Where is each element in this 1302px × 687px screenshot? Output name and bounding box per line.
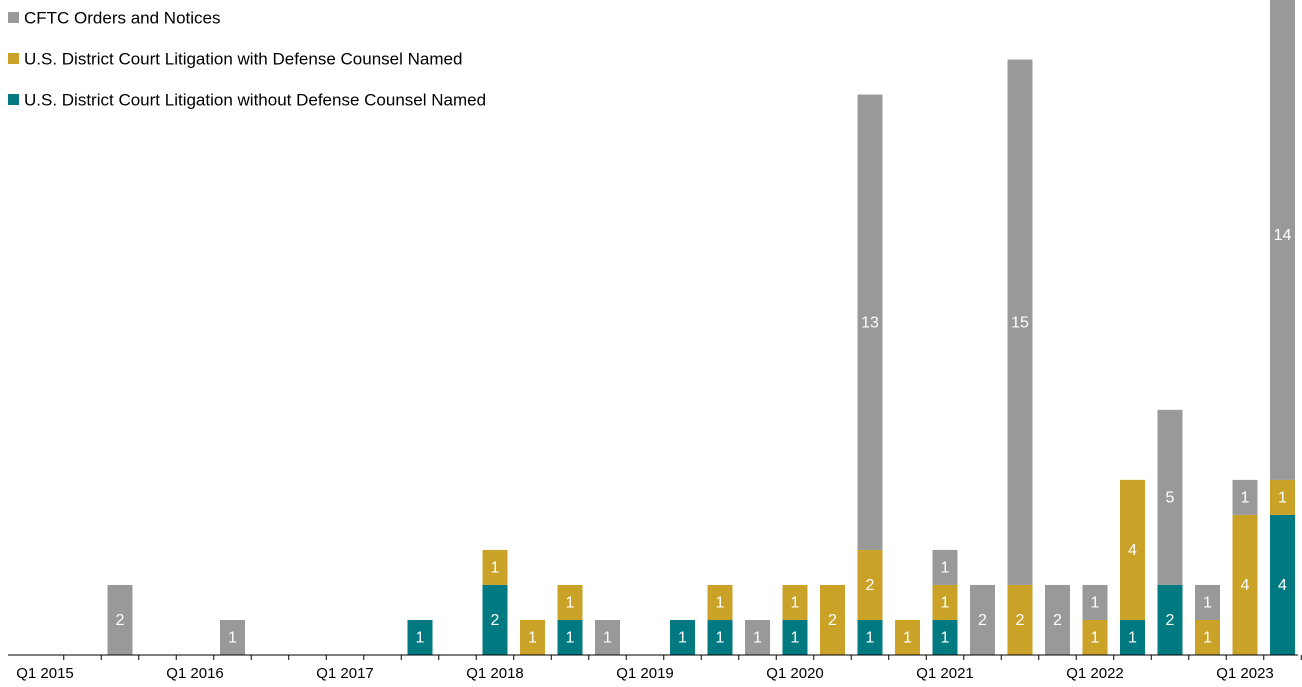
data-label: 1: [791, 630, 800, 647]
data-label: 1: [716, 630, 725, 647]
data-label: 1: [941, 595, 950, 612]
x-tick-label: Q1 2020: [766, 665, 824, 682]
data-label: 1: [1203, 630, 1212, 647]
bar-segment: [482, 549, 508, 585]
bar-segment: [932, 619, 958, 655]
data-label: 2: [1016, 612, 1025, 629]
bar-segment: [1082, 584, 1108, 620]
bar-segment: [557, 619, 583, 655]
bar-segment: [520, 619, 545, 655]
data-label: 2: [866, 577, 875, 594]
legend-swatch: [8, 53, 19, 64]
bar-segment: [1195, 584, 1220, 620]
data-label: 1: [1091, 595, 1100, 612]
x-tick-label: Q1 2016: [166, 665, 224, 682]
data-label: 1: [866, 630, 875, 647]
bar-segment: [707, 619, 733, 655]
data-label: 14: [1274, 227, 1292, 244]
x-tick-label: Q1 2023: [1216, 665, 1274, 682]
bar-segment: [895, 619, 920, 655]
bar-segment: [595, 619, 620, 655]
bar-segment: [932, 549, 958, 585]
x-tick-label: Q1 2019: [616, 665, 674, 682]
data-label: 2: [491, 612, 500, 629]
data-label: 1: [228, 630, 237, 647]
bar-segment: [1232, 514, 1258, 655]
bar-segment: [220, 619, 245, 655]
data-label: 5: [1166, 490, 1175, 507]
bar-segment: [1270, 0, 1295, 480]
bar-segment: [970, 584, 995, 655]
legend-label: CFTC Orders and Notices: [24, 8, 221, 27]
legend-label: U.S. District Court Litigation without D…: [24, 90, 486, 109]
bar-segment: [407, 619, 433, 655]
legend-label: U.S. District Court Litigation with Defe…: [24, 49, 462, 68]
bar-segment: [932, 584, 958, 620]
legend-swatch: [8, 12, 19, 23]
bar-segment: [857, 94, 883, 550]
legend-swatch: [8, 94, 19, 105]
data-label: 1: [491, 560, 500, 577]
bar-segment: [1157, 409, 1183, 585]
data-label: 1: [1128, 630, 1137, 647]
bar-segment: [707, 584, 733, 620]
data-label: 2: [1053, 612, 1062, 629]
data-label: 1: [566, 595, 575, 612]
data-label: 1: [566, 630, 575, 647]
data-label: 4: [1128, 542, 1137, 559]
bar-segment: [1082, 619, 1108, 655]
bar-segment: [482, 584, 508, 655]
bar-segment: [1270, 479, 1295, 515]
data-label: 4: [1241, 577, 1250, 594]
data-label: 1: [716, 595, 725, 612]
data-label: 1: [791, 595, 800, 612]
data-label: 1: [753, 630, 762, 647]
data-label: 1: [1278, 490, 1287, 507]
data-label: 1: [1203, 595, 1212, 612]
data-label: 1: [678, 630, 687, 647]
bar-segment: [1157, 584, 1183, 655]
data-label: 1: [1241, 490, 1250, 507]
data-label: 15: [1011, 314, 1029, 331]
bar-segment: [782, 584, 808, 620]
data-label: 13: [861, 314, 879, 331]
bar-segment: [1232, 479, 1258, 515]
data-label: 1: [903, 630, 912, 647]
data-label: 1: [416, 630, 425, 647]
bar-segment: [857, 619, 883, 655]
data-label: 2: [116, 612, 125, 629]
x-tick-label: Q1 2021: [916, 665, 974, 682]
bar-segment: [1120, 619, 1145, 655]
bar-segment: [1195, 619, 1220, 655]
x-tick-label: Q1 2017: [316, 665, 374, 682]
data-label: 1: [528, 630, 537, 647]
x-tick-label: Q1 2022: [1066, 665, 1124, 682]
data-label: 2: [978, 612, 987, 629]
bar-segment: [745, 619, 770, 655]
x-tick-label: Q1 2018: [466, 665, 524, 682]
data-label: 1: [603, 630, 612, 647]
bar-segment: [857, 549, 883, 620]
bar-segment: [1007, 584, 1033, 655]
bar-segment: [557, 584, 583, 620]
data-label: 2: [1166, 612, 1175, 629]
bar-segment: [782, 619, 808, 655]
data-label: 1: [941, 560, 950, 577]
data-label: 1: [1091, 630, 1100, 647]
bar-segment: [1007, 59, 1033, 585]
bar-segment: [107, 584, 133, 655]
bar-segment: [820, 584, 845, 655]
x-tick-label: Q1 2015: [16, 665, 74, 682]
bar-segment: [1270, 514, 1295, 655]
data-label: 2: [828, 612, 837, 629]
bar-segment: [1120, 479, 1145, 620]
data-label: 1: [941, 630, 950, 647]
bar-segment: [1045, 584, 1070, 655]
bar-segment: [670, 619, 695, 655]
data-label: 4: [1278, 577, 1287, 594]
